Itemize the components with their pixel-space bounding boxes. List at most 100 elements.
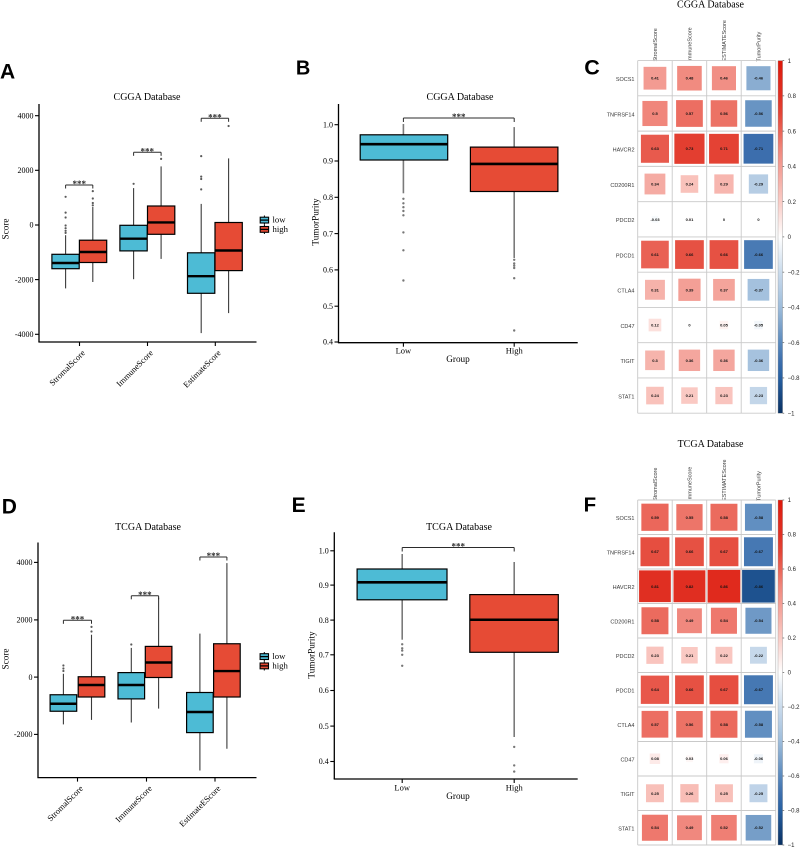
svg-text:-0.54: -0.54 bbox=[754, 618, 764, 623]
svg-text:TumorPurity: TumorPurity bbox=[757, 32, 763, 62]
svg-text:0.06: 0.06 bbox=[720, 756, 729, 761]
svg-text:-0.05: -0.05 bbox=[754, 323, 764, 328]
svg-text:0.58: 0.58 bbox=[720, 722, 729, 727]
svg-text:-4000: -4000 bbox=[15, 330, 34, 339]
svg-text:0.5: 0.5 bbox=[652, 111, 658, 116]
svg-text:0.01: 0.01 bbox=[686, 217, 695, 222]
svg-text:0.03: 0.03 bbox=[686, 756, 695, 761]
svg-text:0.49: 0.49 bbox=[686, 825, 695, 830]
svg-text:TNFRSF14: TNFRSF14 bbox=[607, 551, 635, 557]
svg-text:0.22: 0.22 bbox=[720, 653, 729, 658]
svg-text:0: 0 bbox=[788, 671, 792, 677]
svg-text:0.7: 0.7 bbox=[323, 229, 333, 238]
svg-text:0.6: 0.6 bbox=[319, 686, 329, 695]
svg-text:0.5: 0.5 bbox=[319, 722, 329, 731]
svg-text:0.21: 0.21 bbox=[686, 653, 695, 658]
svg-text:−0.4: −0.4 bbox=[788, 740, 800, 746]
svg-text:0.8: 0.8 bbox=[319, 616, 329, 625]
svg-text:4000: 4000 bbox=[18, 111, 34, 120]
svg-text:0.4: 0.4 bbox=[323, 338, 333, 347]
svg-text:0.36: 0.36 bbox=[686, 358, 695, 363]
svg-text:CD200R1: CD200R1 bbox=[610, 620, 634, 626]
svg-text:-0.67: -0.67 bbox=[754, 549, 764, 554]
svg-text:0.24: 0.24 bbox=[686, 182, 695, 187]
svg-text:D: D bbox=[2, 496, 17, 519]
svg-text:0.58: 0.58 bbox=[651, 618, 660, 623]
svg-text:high: high bbox=[272, 661, 288, 671]
svg-text:0.2: 0.2 bbox=[788, 636, 797, 642]
svg-text:CGGA Database: CGGA Database bbox=[114, 92, 181, 103]
svg-text:CTLA4: CTLA4 bbox=[617, 289, 634, 295]
svg-text:***: *** bbox=[71, 615, 85, 625]
svg-text:−1: −1 bbox=[788, 411, 796, 417]
svg-text:0.24: 0.24 bbox=[651, 393, 660, 398]
svg-text:0.23: 0.23 bbox=[651, 653, 660, 658]
svg-text:PDCD2: PDCD2 bbox=[616, 218, 635, 224]
svg-text:0.56: 0.56 bbox=[720, 111, 729, 116]
svg-text:0.67: 0.67 bbox=[720, 687, 729, 692]
svg-text:2000: 2000 bbox=[17, 616, 33, 625]
svg-text:0: 0 bbox=[757, 217, 760, 222]
svg-text:0.4: 0.4 bbox=[788, 602, 797, 608]
svg-text:B: B bbox=[296, 58, 310, 80]
svg-text:-0.36: -0.36 bbox=[754, 358, 764, 363]
svg-text:ImmuneScore: ImmuneScore bbox=[688, 27, 694, 61]
svg-text:0.54: 0.54 bbox=[720, 618, 729, 623]
svg-text:-2000: -2000 bbox=[15, 275, 34, 284]
svg-text:-0.23: -0.23 bbox=[754, 393, 764, 398]
svg-text:ESTIMATEScore: ESTIMATEScore bbox=[722, 459, 728, 500]
svg-text:−0.4: −0.4 bbox=[788, 306, 800, 312]
svg-text:0.81: 0.81 bbox=[651, 584, 660, 589]
svg-text:0: 0 bbox=[723, 217, 726, 222]
svg-text:High: High bbox=[506, 346, 524, 356]
svg-text:0.8: 0.8 bbox=[788, 533, 797, 539]
svg-text:PDCD1: PDCD1 bbox=[616, 689, 635, 695]
svg-text:0.82: 0.82 bbox=[686, 584, 695, 589]
svg-text:Score: Score bbox=[1, 649, 11, 670]
svg-text:0.6: 0.6 bbox=[323, 266, 333, 275]
svg-text:-0.06: -0.06 bbox=[754, 756, 764, 761]
svg-text:0.5: 0.5 bbox=[323, 302, 333, 311]
svg-text:0.67: 0.67 bbox=[651, 549, 660, 554]
svg-text:0.66: 0.66 bbox=[686, 687, 695, 692]
svg-text:Low: Low bbox=[394, 783, 410, 793]
svg-text:***: *** bbox=[207, 551, 221, 561]
svg-text:0.23: 0.23 bbox=[720, 393, 729, 398]
svg-text:0.46: 0.46 bbox=[720, 76, 729, 81]
svg-text:0: 0 bbox=[30, 221, 34, 230]
svg-text:ESTIMATEScore: ESTIMATEScore bbox=[722, 20, 728, 61]
svg-text:-2000: -2000 bbox=[14, 730, 33, 739]
svg-text:−0.8: −0.8 bbox=[788, 809, 800, 815]
svg-text:0.61: 0.61 bbox=[651, 252, 660, 257]
svg-text:***: *** bbox=[452, 112, 466, 122]
svg-text:C: C bbox=[584, 56, 600, 80]
svg-text:-0.71: -0.71 bbox=[754, 146, 764, 151]
svg-text:PDCD2: PDCD2 bbox=[616, 654, 635, 660]
svg-text:-0.25: -0.25 bbox=[754, 791, 764, 796]
svg-text:Score: Score bbox=[1, 219, 11, 240]
svg-text:0.37: 0.37 bbox=[720, 287, 729, 292]
svg-text:***: *** bbox=[451, 542, 465, 552]
svg-text:0.64: 0.64 bbox=[651, 687, 660, 692]
svg-text:0.58: 0.58 bbox=[720, 515, 729, 520]
svg-text:***: *** bbox=[141, 147, 155, 157]
svg-text:HAVCR2: HAVCR2 bbox=[613, 585, 635, 591]
svg-text:0.9: 0.9 bbox=[323, 157, 333, 166]
svg-text:0.4: 0.4 bbox=[788, 165, 797, 171]
svg-text:1.0: 1.0 bbox=[319, 547, 329, 556]
svg-text:***: *** bbox=[208, 113, 222, 123]
svg-text:-0.56: -0.56 bbox=[754, 111, 764, 116]
svg-text:TCGA Database: TCGA Database bbox=[115, 522, 181, 533]
svg-text:0.6: 0.6 bbox=[788, 567, 797, 573]
svg-text:TumorPurity: TumorPurity bbox=[307, 631, 317, 679]
svg-text:-0.29: -0.29 bbox=[754, 182, 764, 187]
svg-text:0.59: 0.59 bbox=[651, 515, 660, 520]
svg-text:0.52: 0.52 bbox=[720, 825, 729, 830]
svg-text:0.71: 0.71 bbox=[720, 146, 729, 151]
svg-text:0.3: 0.3 bbox=[652, 358, 658, 363]
svg-text:CTLA4: CTLA4 bbox=[617, 723, 634, 729]
svg-text:0.57: 0.57 bbox=[651, 722, 660, 727]
svg-text:HAVCR2: HAVCR2 bbox=[613, 148, 635, 154]
svg-text:−0.8: −0.8 bbox=[788, 376, 800, 382]
svg-text:0.31: 0.31 bbox=[651, 287, 660, 292]
